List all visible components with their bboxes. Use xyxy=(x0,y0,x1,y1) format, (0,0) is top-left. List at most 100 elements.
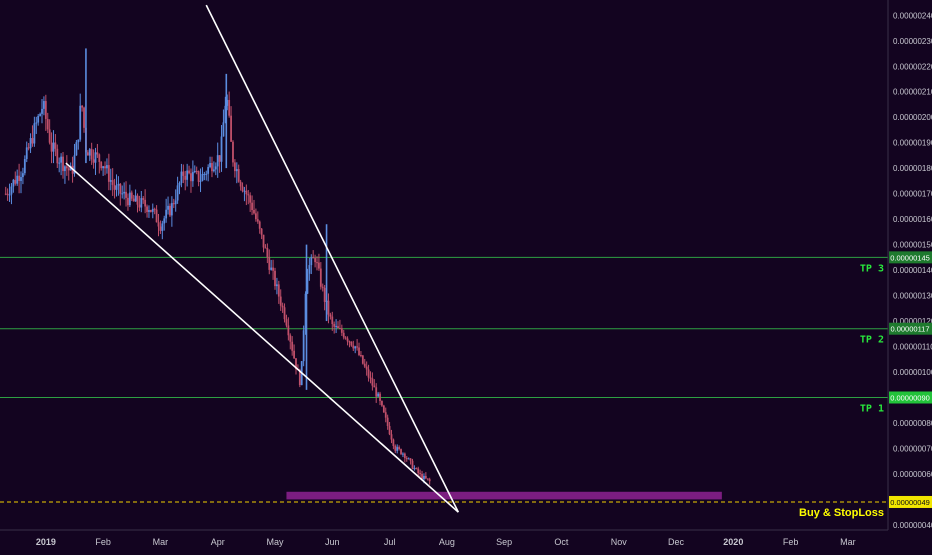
candle-body xyxy=(37,115,40,123)
candle-body xyxy=(310,257,313,266)
candle-body xyxy=(127,197,129,206)
candle-body xyxy=(298,370,301,386)
candle-body xyxy=(190,173,192,182)
candle-body xyxy=(60,156,63,163)
candle-body xyxy=(77,139,80,143)
candle-body xyxy=(424,475,427,479)
time-tick-label: May xyxy=(266,537,284,547)
time-tick-label: Jun xyxy=(325,537,340,547)
price-tick-label: 0.00000110 xyxy=(893,343,932,352)
candle-body xyxy=(319,268,322,287)
candle-body xyxy=(360,355,362,357)
candle-body xyxy=(331,316,334,325)
candle-body xyxy=(308,265,311,274)
candle-body xyxy=(379,393,381,401)
time-tick-label: Nov xyxy=(611,537,628,547)
candle-body xyxy=(394,446,397,451)
candle-body xyxy=(106,165,108,169)
candle-body xyxy=(293,350,295,359)
time-tick-label: Apr xyxy=(211,537,225,547)
candle-body xyxy=(321,286,324,288)
candle-body xyxy=(333,324,336,327)
candle-body xyxy=(417,468,420,474)
candle-body xyxy=(58,162,61,164)
candle-body xyxy=(31,138,34,144)
time-tick-label: Sep xyxy=(496,537,512,547)
candle-body xyxy=(132,198,135,202)
candle-body xyxy=(428,479,431,482)
price-axis[interactable]: 0.000000400.000000500.000000600.00000070… xyxy=(893,11,932,530)
candle-body xyxy=(64,166,66,172)
candle-body xyxy=(176,185,179,201)
candle-body xyxy=(35,122,38,124)
candle-body xyxy=(86,152,89,156)
candle-body xyxy=(111,180,114,185)
candle-body xyxy=(56,148,59,164)
candle-body xyxy=(339,328,341,330)
candle-body xyxy=(117,183,120,186)
candle-body xyxy=(214,166,217,170)
candle-body xyxy=(400,449,402,455)
candle-body xyxy=(149,210,152,212)
candle-body xyxy=(373,385,376,388)
candle-body xyxy=(318,262,320,269)
candle-body xyxy=(195,170,198,172)
candle-body xyxy=(151,208,154,212)
candle-body xyxy=(54,142,57,149)
candle-body xyxy=(167,205,169,210)
candle-body xyxy=(140,198,143,208)
level-price-tag-text: 0.00000117 xyxy=(890,325,929,334)
price-tick-label: 0.00000190 xyxy=(893,139,932,148)
candle-body xyxy=(390,434,393,440)
candle-body xyxy=(291,341,294,351)
candle-body xyxy=(157,222,160,227)
candle-body xyxy=(123,191,126,194)
candle-body xyxy=(251,202,253,210)
candle-body xyxy=(323,287,326,302)
candle-body xyxy=(33,123,36,144)
candle-body xyxy=(44,101,47,119)
price-tick-label: 0.00000120 xyxy=(893,317,932,326)
time-tick-label: Feb xyxy=(783,537,799,547)
candle-body xyxy=(312,257,315,259)
candle-body xyxy=(222,122,225,137)
candle-body xyxy=(52,142,55,152)
time-axis[interactable]: 2019 Feb Mar Apr May Jun Jul Aug Sep Oct Nov Dec 202… xyxy=(36,537,856,547)
level-label: TP 3 xyxy=(860,263,884,274)
candle-body xyxy=(115,185,118,190)
candle-body xyxy=(354,346,357,349)
candle-body xyxy=(314,258,316,263)
candle-body xyxy=(268,257,271,270)
candle-body xyxy=(367,369,370,378)
candles-layer xyxy=(4,48,431,485)
price-tick-label: 0.00000080 xyxy=(893,419,932,428)
price-tick-label: 0.00000220 xyxy=(893,62,932,71)
candle-body xyxy=(382,405,385,413)
candle-body xyxy=(369,377,372,379)
level-label: TP 2 xyxy=(860,335,884,346)
price-tick-label: 0.00000200 xyxy=(893,113,932,122)
level-price-tag-text: 0.00000090 xyxy=(890,394,930,403)
candle-body xyxy=(226,99,229,106)
candle-body xyxy=(199,180,202,182)
candle-body xyxy=(363,363,366,367)
candle-body xyxy=(423,475,425,480)
price-tick-label: 0.00000240 xyxy=(893,11,932,20)
candle-body xyxy=(352,345,355,349)
candle-body xyxy=(316,262,318,264)
price-tick-label: 0.00000140 xyxy=(893,266,932,275)
candle-body xyxy=(165,209,168,219)
price-tick-label: 0.00000170 xyxy=(893,190,932,199)
candle-body xyxy=(405,457,408,459)
candle-body xyxy=(350,341,353,346)
time-tick-label: Jul xyxy=(384,537,396,547)
candle-body xyxy=(180,171,183,183)
level-price-tag-0 xyxy=(889,251,932,264)
candle-body xyxy=(125,191,127,198)
price-tick-label: 0.00000160 xyxy=(893,215,932,224)
candle-body xyxy=(121,193,124,195)
level-tags-layer: 0.00000145 TP 3 0.00000117 TP 2 0.00000090 TP… xyxy=(799,251,932,519)
candle-body xyxy=(266,248,269,258)
